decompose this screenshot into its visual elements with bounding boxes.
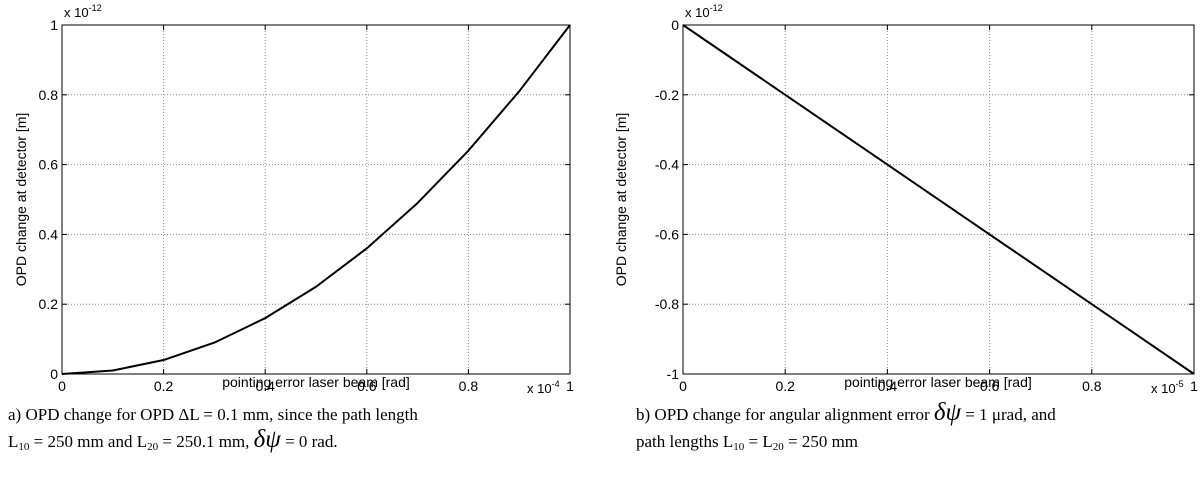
y-tick-label: 1 [50,17,58,33]
y-tick-label: 0.6 [39,157,59,173]
y-tick-label: 0.4 [39,226,59,242]
y-tick-label: 0 [671,17,679,33]
x-exponent-label: x 10-4 [527,379,560,396]
y-exponent-label: x 10-12 [685,3,723,20]
x-axis-label: pointing error laser beam [rad] [222,374,410,390]
x-tick-label: 0.6 [357,378,377,394]
y-tick-label: -0.4 [655,157,679,173]
caption-b-line2: path lengths L10 = L20 = 250 mm [636,432,859,453]
x-tick-label: 1 [566,378,574,394]
x-tick-label: 1 [1190,378,1198,394]
y-tick-label: -0.6 [655,226,679,242]
x-tick-label: 0.2 [154,378,174,394]
caption-a: a) OPD change for OPD ΔL = 0.1 mm, since… [8,401,418,455]
series-line [61,24,571,375]
chart-opd-vs-pointing-error-b: 0 0.2 0.4 0.6 0.8 1 -1 -0.8 -0.6 -0.4 -0.2 0 x 10-1… [613,3,1198,396]
caption-a-line2: L10 = 250 mm and L20 = 250.1 mm, δψ = 0 … [8,426,338,453]
y-tick-label: 0 [50,366,58,382]
y-tick-label: -0.8 [655,296,679,312]
delta-psi-symbol: δψ [933,399,962,426]
x-tick-label: 0.6 [980,378,1000,394]
y-exponent-label: x 10-12 [64,3,102,20]
axes-box [682,24,1195,375]
x-tick-label: 0.8 [1082,378,1102,394]
delta-psi-symbol: δψ [253,426,281,453]
y-tick-label: 0.8 [39,87,59,103]
x-tick-label: 0 [58,378,66,394]
chart-opd-vs-pointing-error-a: 0 0.2 0.4 0.6 0.8 1 0 0.2 0.4 0.6 0.8 1 x 10-12 x 1… [13,3,574,396]
y-axis-label: OPD change at detector [m] [13,113,29,287]
x-tick-label: 0.4 [255,378,275,394]
axes-box [61,24,571,375]
plot-area [62,25,570,374]
caption-b: b) OPD change for angular alignment erro… [636,399,1056,455]
caption-b-line1: b) OPD change for angular alignment erro… [636,399,1056,426]
x-tick-label: 0 [679,378,687,394]
x-exponent-label: x 10-5 [1151,379,1184,396]
y-axis-label: OPD change at detector [m] [613,113,629,287]
caption-a-line1: a) OPD change for OPD ΔL = 0.1 mm, since… [8,405,418,424]
y-tick-label: -1 [667,366,680,382]
x-tick-label: 0.8 [459,378,479,394]
x-tick-label: 0.4 [878,378,898,394]
x-axis-label: pointing error laser beam [rad] [844,374,1032,390]
x-tick-label: 0.2 [775,378,795,394]
y-tick-label: 0.2 [39,296,59,312]
y-tick-label: -0.2 [655,87,679,103]
series-line [682,24,1195,375]
